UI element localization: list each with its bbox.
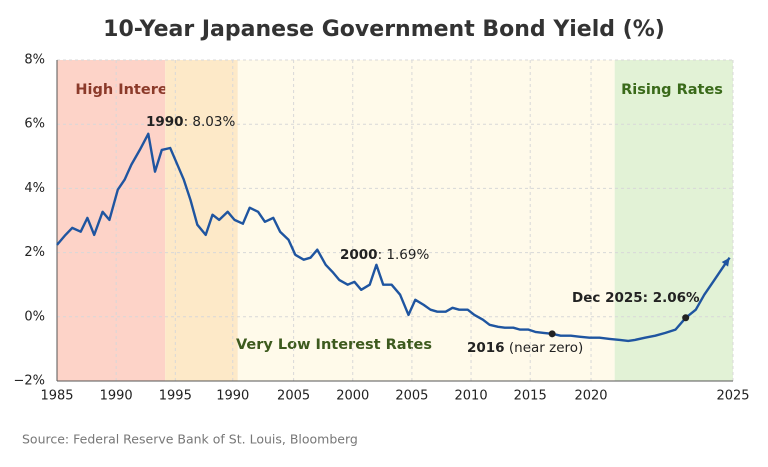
annotation-dot [548, 330, 556, 338]
y-tick-label: 8% [24, 53, 45, 68]
annotation-text: Dec 2025: 2.06% [572, 290, 700, 306]
y-tick-label: 0% [24, 309, 45, 324]
source: Source: Federal Reserve Bank of St. Loui… [22, 432, 358, 447]
region-label: Rising Rates [621, 82, 723, 98]
x-tick-label: 2020 [574, 389, 607, 404]
annotation-text: : 8.03% [184, 114, 236, 130]
region [165, 60, 238, 381]
region [57, 60, 166, 381]
annotation: 2016 (near zero) [467, 340, 583, 356]
region [614, 60, 733, 381]
annotation-text: : 1.69% [378, 247, 430, 263]
y-tick-label: 6% [24, 117, 45, 132]
annotation-text: (near zero) [505, 340, 584, 356]
annotation-bold: 2016 [467, 340, 505, 356]
x-tick-label: 2015 [514, 389, 547, 404]
annotation-bold: 1990 [146, 114, 184, 130]
x-tick-label: 2000 [336, 389, 369, 404]
x-tick-label: 1995 [159, 389, 192, 404]
yield-line [56, 132, 731, 343]
annotation-bold: 2000 [340, 247, 378, 263]
annotation-dot [682, 314, 690, 322]
region-label: Very Low Interest Rates [236, 337, 432, 353]
x-tick-label: 2005 [277, 389, 310, 404]
x-tick-label: 2010 [455, 389, 488, 404]
x-tick-label: 1985 [40, 389, 73, 404]
annotation: 2000: 1.69% [340, 247, 429, 263]
region [237, 60, 615, 381]
annotation: Dec 2025: 2.06% [572, 290, 700, 306]
x-tick-label: 1990 [100, 389, 133, 404]
chart-title: 10-Year Japanese Government Bond Yield (… [103, 17, 665, 42]
x-tick-label: 1990 [216, 389, 249, 404]
x-tick-label: 2025 [716, 389, 749, 404]
annotation: 1990: 8.03% [146, 114, 235, 130]
x-tick-label: 2005 [395, 389, 428, 404]
y-tick-label: 2% [24, 245, 45, 260]
y-tick-label: 4% [24, 181, 45, 196]
y-tick-label: −2% [13, 374, 45, 389]
arrow-head [721, 257, 730, 267]
